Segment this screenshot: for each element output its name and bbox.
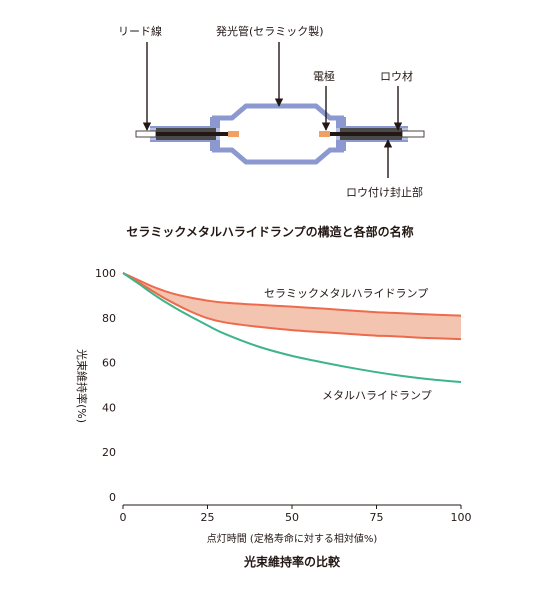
right-lead-wire-outer — [401, 130, 425, 138]
right-electrode — [319, 131, 330, 137]
x-tick-label: 25 — [201, 511, 215, 524]
left-seal-cap-bottom — [210, 141, 220, 151]
y-tick-label: 60 — [102, 357, 116, 370]
ceramic-upper-line — [122, 272, 462, 317]
diagram-caption: セラミックメタルハライドランプの構造と各部の名称 — [126, 224, 413, 239]
y-tick-label: 80 — [102, 312, 116, 325]
y-tick-label: 0 — [109, 491, 116, 504]
ceramic-lower-line — [122, 272, 462, 341]
y-tick-label: 100 — [95, 267, 116, 280]
left-lead-wire-outer — [135, 130, 157, 138]
metal-halide-line — [122, 272, 462, 384]
y-tick-label: 20 — [102, 446, 116, 459]
label-brazed-seal: ロウ付け封止部 — [346, 185, 423, 199]
label-electrode: 電極 — [313, 69, 335, 83]
chart-title: 光束維持率の比較 — [243, 554, 341, 569]
x-axis-label: 点灯時間 (定格寿命に対する相対値%) — [207, 532, 378, 545]
x-tick-label: 100 — [451, 511, 472, 524]
label-brazing-material: ロウ材 — [380, 69, 413, 83]
lamp-structure-diagram: リード線 発光管(セラミック製) 電極 ロウ材 ロウ付け封止部 セラミックメタル… — [118, 24, 425, 239]
x-tick-label: 75 — [370, 511, 384, 524]
right-capillary-line-bottom — [336, 140, 408, 142]
y-axis-label: 光束維持率(%) — [75, 349, 89, 423]
left-capillary-line-bottom — [150, 140, 220, 142]
series-label-ceramic: セラミックメタルハライドランプ — [264, 287, 428, 300]
right-rod-core — [328, 132, 402, 136]
series-label-metal-halide: メタルハライドランプ — [322, 389, 432, 402]
y-tick-label: 40 — [102, 401, 116, 414]
right-seal-cap-top — [336, 117, 346, 127]
x-tick-label: 50 — [285, 511, 299, 524]
left-electrode — [228, 131, 239, 137]
left-seal-cap-top — [210, 117, 220, 127]
right-seal-cap-bottom — [336, 141, 346, 151]
left-capillary-line-top — [150, 126, 220, 128]
luminous-maintenance-chart: 0 25 50 75 100 0 20 40 60 80 100 セラミックメタルハライドランプメ… — [75, 267, 472, 569]
left-rod-core — [156, 132, 228, 136]
ceramic-band-fill — [123, 273, 461, 340]
label-lead-wire: リード線 — [118, 24, 162, 38]
right-capillary-line-top — [336, 126, 408, 128]
label-arc-tube: 発光管(セラミック製) — [216, 24, 324, 38]
x-tick-label: 0 — [120, 511, 127, 524]
